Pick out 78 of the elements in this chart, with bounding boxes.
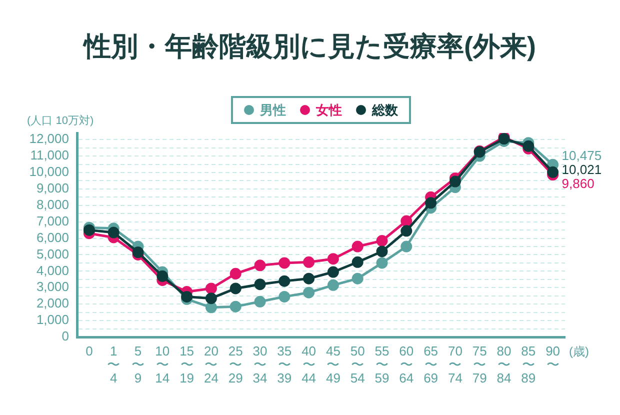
- x-tick-label: 80〜84: [496, 343, 512, 386]
- point: [278, 290, 290, 302]
- x-tick-label: 1〜4: [107, 343, 120, 386]
- data-label: 10,475: [562, 148, 602, 164]
- x-tick-label: 60〜64: [399, 343, 414, 386]
- x-tick-label: 65〜69: [424, 343, 438, 386]
- x-tick-label: 15〜19: [180, 343, 194, 386]
- point: [376, 246, 388, 258]
- point: [205, 302, 217, 314]
- x-tick-label: 70〜74: [448, 343, 462, 386]
- legend-label: 総数: [371, 102, 399, 118]
- point: [181, 290, 193, 302]
- x-tick-label: 25〜29: [228, 343, 243, 386]
- point: [327, 266, 339, 278]
- legend-label: 女性: [315, 102, 342, 118]
- point: [327, 253, 339, 265]
- y-tick-label: 7,000: [36, 213, 69, 228]
- x-tick-label: 30〜34: [252, 343, 268, 386]
- point: [547, 166, 559, 178]
- y-tick-label: 1,000: [36, 312, 69, 328]
- point: [352, 272, 364, 284]
- point: [132, 246, 144, 258]
- point: [278, 257, 290, 269]
- x-tick-label: 20〜24: [204, 343, 218, 386]
- y-tick-label: 2,000: [36, 296, 69, 311]
- point: [352, 240, 364, 252]
- point: [278, 275, 290, 287]
- point: [376, 257, 388, 269]
- point: [303, 256, 315, 268]
- x-axis-title: (歳): [569, 344, 589, 358]
- x-tick-label: 75〜79: [472, 343, 487, 386]
- x-tick-label: 90〜: [546, 343, 560, 372]
- x-tick-label: 10〜14: [155, 343, 170, 386]
- point: [254, 296, 266, 308]
- point: [425, 197, 437, 209]
- y-tick-label: 6,000: [36, 230, 69, 245]
- point: [376, 235, 388, 247]
- chart-title: 性別・年齢階級別に見た受療率(外来): [82, 31, 536, 62]
- point: [83, 224, 95, 236]
- y-tick-label: 3,000: [36, 279, 69, 294]
- point: [230, 300, 242, 312]
- x-tick-label: 45〜49: [326, 343, 340, 386]
- y-tick-label: 10,000: [29, 164, 69, 180]
- y-tick-label: 0: [62, 328, 69, 344]
- data-label: 9,860: [562, 176, 594, 192]
- y-tick-label: 8,000: [36, 196, 69, 212]
- y-tick-label: 4,000: [36, 262, 69, 278]
- x-tick-label: 5〜9: [132, 343, 144, 386]
- y-axis-title: (人口 10万対): [27, 114, 94, 128]
- point: [205, 292, 217, 304]
- point: [449, 176, 461, 188]
- point: [108, 226, 120, 238]
- point: [303, 286, 315, 298]
- y-tick-label: 5,000: [36, 246, 69, 262]
- y-tick-label: 9,000: [36, 180, 69, 196]
- point: [230, 282, 242, 294]
- y-tick-label: 11,000: [30, 148, 69, 163]
- point: [254, 260, 266, 272]
- legend-label: 男性: [259, 102, 286, 118]
- point: [352, 256, 364, 268]
- point: [400, 215, 412, 227]
- point: [303, 272, 315, 284]
- x-tick-label: 35〜39: [277, 343, 292, 386]
- x-tick-label: 55〜59: [374, 343, 390, 386]
- data-label: 10,021: [562, 162, 602, 178]
- point: [400, 240, 412, 252]
- point: [400, 225, 412, 237]
- point: [327, 279, 339, 291]
- point: [156, 270, 168, 282]
- x-tick-label: 40〜44: [302, 343, 316, 386]
- x-tick-label: 50〜54: [350, 343, 365, 386]
- point: [205, 282, 217, 294]
- point: [230, 268, 242, 280]
- y-tick-label: 12,000: [29, 131, 69, 146]
- x-tick-label: 0: [86, 343, 93, 358]
- x-tick-label: 85〜89: [521, 343, 536, 386]
- point: [522, 140, 534, 152]
- point: [254, 278, 266, 290]
